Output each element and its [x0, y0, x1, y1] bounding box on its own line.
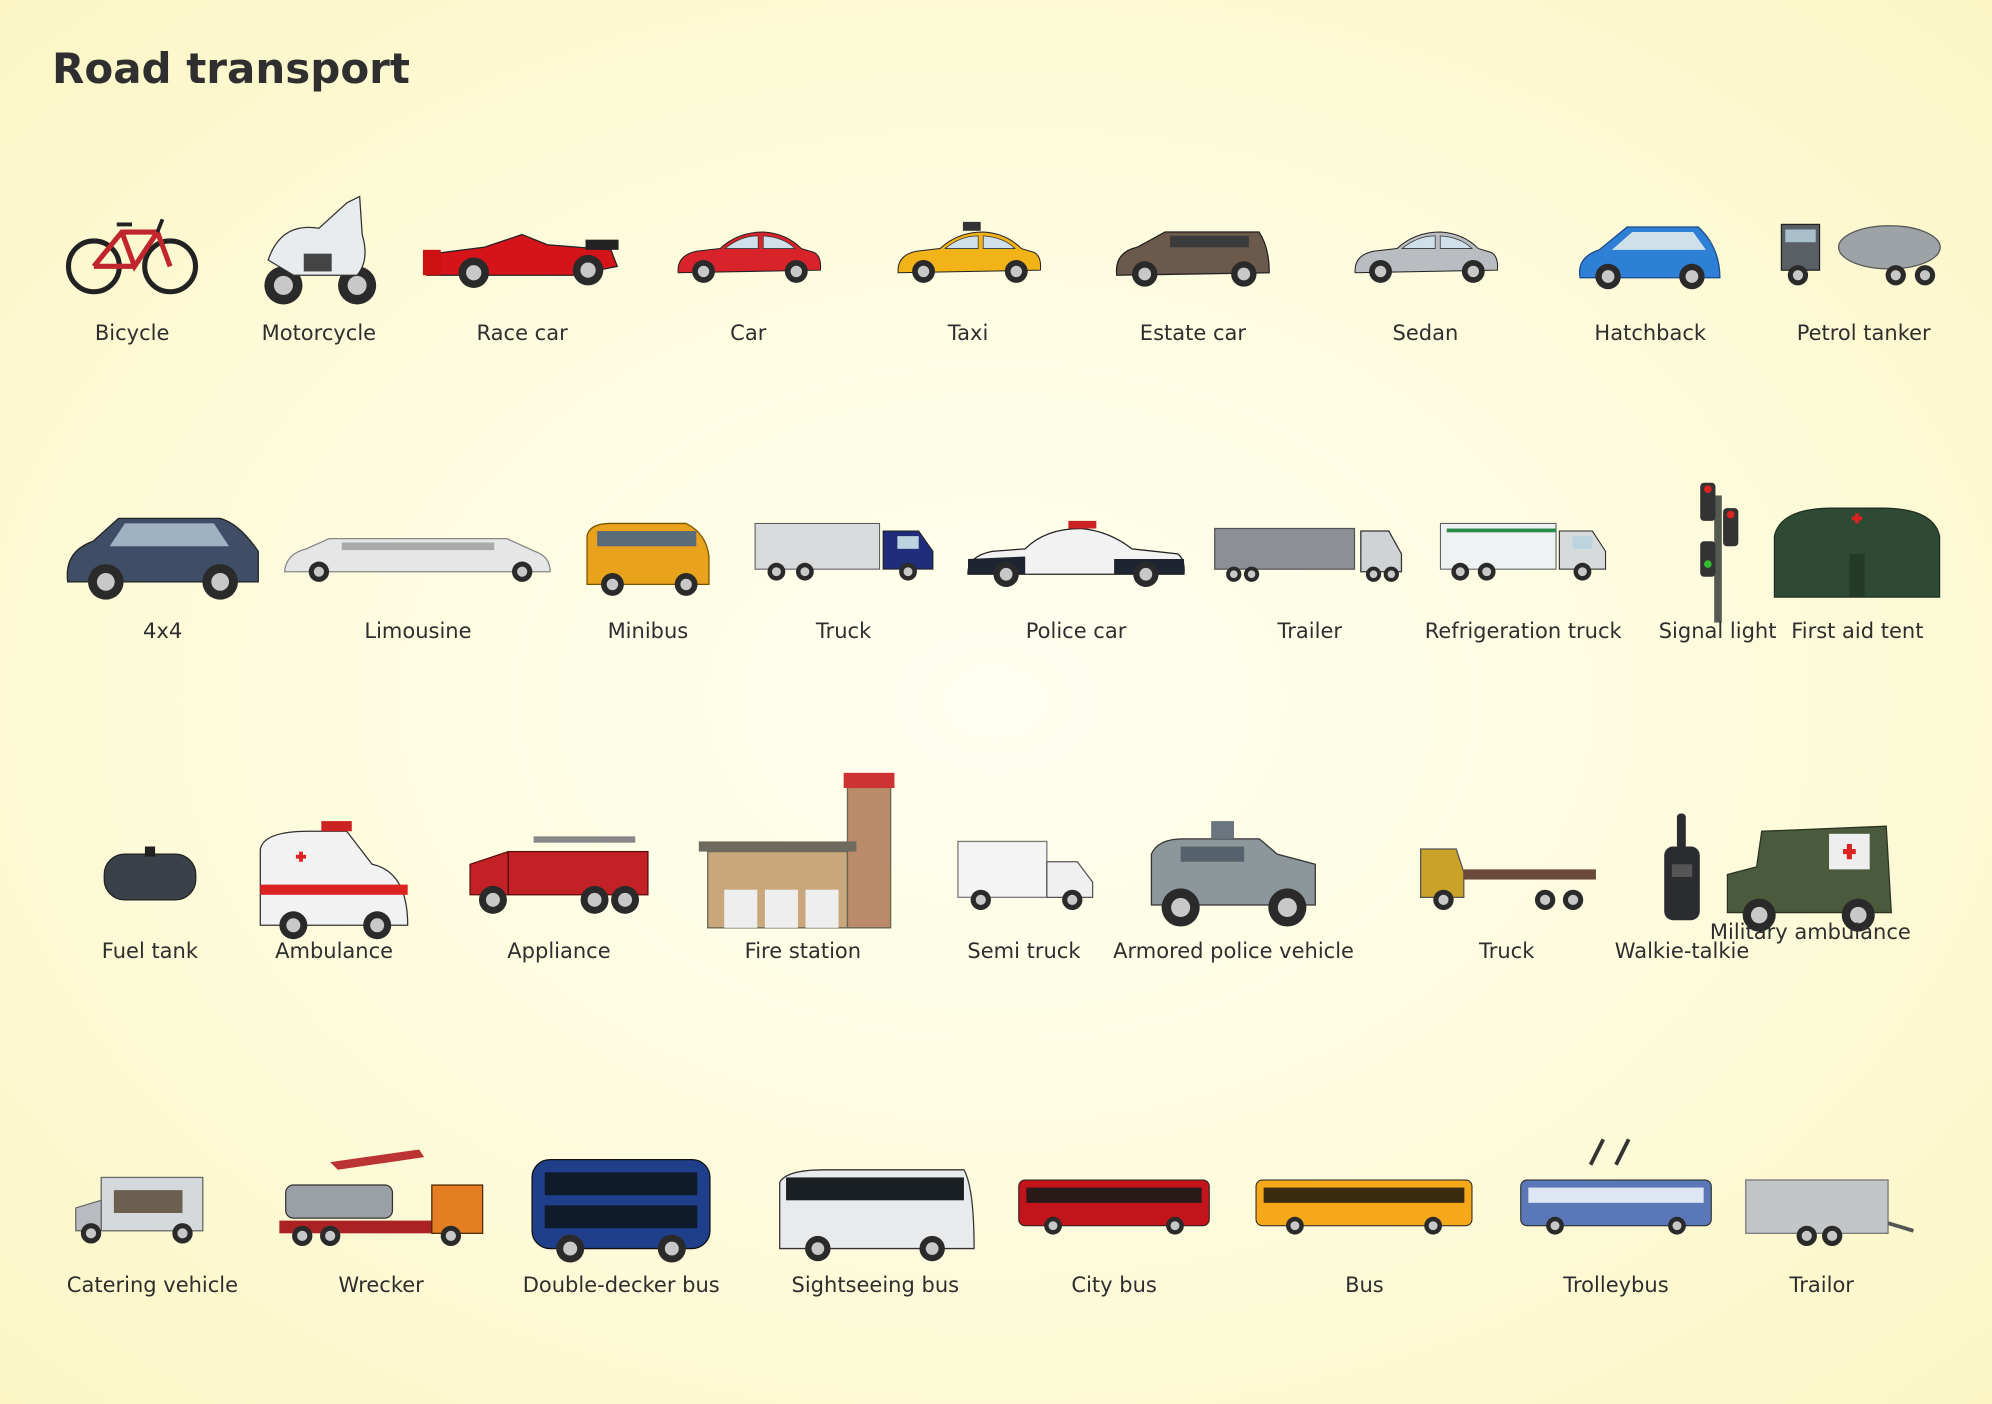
bus-icon: [1255, 1179, 1473, 1235]
police-car-icon: [967, 520, 1185, 587]
symbol-label: 4x4: [143, 618, 183, 643]
symbol-label: Wrecker: [338, 1272, 424, 1297]
page-title: Road transport: [52, 44, 410, 93]
city-bus-icon: [1018, 1179, 1210, 1235]
symbol-label: Fuel tank: [101, 938, 199, 963]
petrol-tanker-icon: [1780, 224, 1941, 286]
car-icon: [677, 231, 822, 284]
refrigeration-truck-icon: [1440, 522, 1607, 581]
sightseeing-bus-icon: [779, 1169, 976, 1262]
symbol-label: Fire station: [744, 938, 862, 963]
symbol-label: Taxi: [947, 321, 989, 346]
symbol-label: Walkie-talkie: [1614, 938, 1750, 963]
symbol-label: Appliance: [507, 938, 611, 963]
military-ambulance-icon: [1727, 825, 1893, 932]
sedan-icon: [1355, 231, 1499, 284]
symbol-label: Trailor: [1789, 1272, 1854, 1297]
limousine-icon: [283, 538, 551, 582]
symbol-label: Motorcycle: [261, 321, 377, 346]
minibus-icon: [586, 522, 710, 596]
fuel-tank-icon: [103, 846, 197, 901]
symbol-label: Petrol tanker: [1796, 321, 1931, 346]
double-decker-bus-icon: [531, 1159, 711, 1263]
hatchback-icon: [1579, 226, 1721, 290]
symbol-label: City bus: [1071, 1272, 1157, 1297]
symbol-label: Bus: [1345, 1272, 1384, 1297]
symbol-label: Bicycle: [94, 321, 170, 346]
trailer-icon: [1213, 527, 1402, 582]
symbol-label: Truck: [1479, 938, 1535, 963]
first-aid-tent-icon: [1774, 507, 1941, 598]
armored-vehicle-icon: [1150, 820, 1316, 927]
symbol-label: Sedan: [1392, 321, 1459, 346]
catering-vehicle-icon: [75, 1177, 204, 1244]
taxi-icon: [897, 222, 1042, 284]
symbol-label: Semi truck: [967, 938, 1081, 963]
trolleybus-icon: [1520, 1138, 1712, 1235]
symbol-label: Trailer: [1277, 618, 1343, 643]
symbol-label: Catering vehicle: [66, 1272, 239, 1297]
suv-icon: [66, 517, 259, 600]
trailor-icon: [1744, 1179, 1914, 1247]
symbol-label: Trolleybus: [1563, 1272, 1669, 1297]
symbol-label: Limousine: [364, 618, 472, 643]
ambulance-icon: [259, 820, 409, 939]
wrecker-icon: [279, 1149, 484, 1247]
symbol-label: Double-decker bus: [522, 1272, 720, 1297]
symbol-label: First aid tent: [1791, 618, 1924, 643]
symbol-label: Police car: [1025, 618, 1127, 643]
symbol-label: Military ambulance: [1709, 919, 1911, 944]
symbol-label: Minibus: [607, 618, 689, 643]
symbol-label: Refrigeration truck: [1424, 618, 1622, 643]
symbol-label: Hatchback: [1594, 321, 1707, 346]
semi-truck-icon: [957, 840, 1094, 910]
symbol-label: Car: [730, 321, 767, 346]
signal-light-icon: [1699, 482, 1738, 623]
estate-car-icon: [1115, 231, 1270, 288]
walkie-talkie-icon: [1664, 813, 1700, 920]
symbol-label: Armored police vehicle: [1113, 938, 1354, 963]
bicycle-icon: [66, 219, 199, 295]
symbol-label: Signal light: [1658, 618, 1777, 643]
flatbed-truck-icon: [1419, 847, 1596, 910]
fire-station-icon: [698, 772, 895, 929]
symbol-label: Sightseeing bus: [791, 1272, 960, 1297]
symbol-label: Truck: [815, 618, 872, 643]
symbol-label: Estate car: [1139, 321, 1247, 346]
motorcycle-icon: [264, 195, 377, 305]
race-car-icon: [423, 234, 619, 289]
fire-engine-icon: [469, 835, 649, 914]
symbol-label: Ambulance: [275, 938, 394, 963]
truck-icon: [754, 522, 933, 581]
symbol-label: Race car: [476, 321, 568, 346]
